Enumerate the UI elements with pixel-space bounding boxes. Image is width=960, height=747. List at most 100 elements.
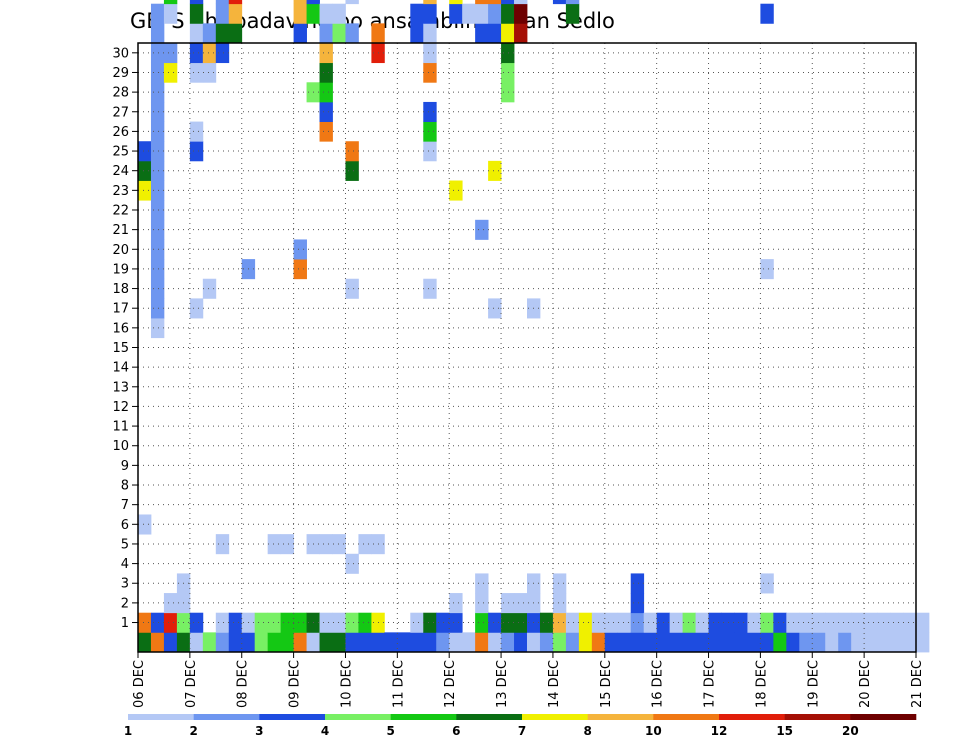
- y-tick-label: 8: [121, 479, 129, 494]
- heatmap-cell: [565, 0, 580, 5]
- heatmap-cell: [423, 3, 437, 24]
- y-tick-label: 21: [112, 223, 129, 238]
- heatmap-cell: [423, 121, 437, 142]
- grid-layer: [138, 43, 916, 652]
- heatmap-cell: [708, 632, 722, 653]
- heatmap-cell: [488, 23, 502, 44]
- heatmap-cell: [747, 632, 761, 653]
- heatmap-cell: [345, 553, 359, 574]
- y-tick-label: 3: [121, 577, 129, 592]
- heatmap-cell: [423, 62, 437, 83]
- y-tick-label: 20: [112, 243, 129, 258]
- heatmap-cell: [202, 62, 217, 83]
- heatmap-cell: [150, 3, 165, 24]
- heatmap-cell: [345, 0, 359, 5]
- heatmap-cell: [604, 612, 619, 633]
- y-tick-label: 27: [112, 105, 129, 120]
- y-tick-label: 18: [112, 282, 129, 297]
- colorbar-label: 20: [842, 724, 859, 738]
- colorbar-swatch: [653, 714, 720, 720]
- y-tick-label: 26: [112, 125, 129, 140]
- heatmap-cell: [293, 23, 307, 44]
- y-tick-label: 23: [112, 184, 129, 199]
- heatmap-cell: [319, 632, 333, 653]
- heatmap-cell: [332, 632, 346, 653]
- heatmap-cell: [319, 121, 333, 142]
- heatmap-cell: [475, 23, 489, 44]
- y-tick-label: 25: [112, 145, 129, 160]
- heatmap-cell: [449, 180, 463, 201]
- heatmap-cell: [514, 3, 528, 24]
- heatmap-cell: [488, 0, 502, 5]
- heatmap-cell: [176, 632, 191, 653]
- heatmap-cell: [799, 632, 813, 653]
- heatmap-cell: [812, 632, 826, 653]
- heatmap-cell: [215, 23, 230, 44]
- y-tick-label: 7: [121, 498, 129, 513]
- heatmap-cell: [410, 3, 424, 24]
- y-tick-label: 12: [112, 400, 129, 415]
- colorbar-label: 7: [518, 724, 526, 738]
- heatmap-cell: [695, 632, 709, 653]
- heatmap-cell: [501, 23, 515, 44]
- x-tick-label: 13 DEC: [495, 660, 510, 708]
- colorbar-label: 2: [189, 724, 197, 738]
- heatmap-cell: [358, 632, 372, 653]
- heatmap-cell: [734, 612, 748, 633]
- colorbar-swatch: [587, 714, 654, 720]
- heatmap-cell: [150, 23, 165, 44]
- heatmap-cell: [138, 141, 152, 162]
- heatmap-cell: [475, 3, 489, 24]
- y-tick-label: 10: [112, 439, 129, 454]
- heatmap-cell: [501, 0, 515, 5]
- heatmap-cell: [319, 534, 333, 555]
- heatmap-cell: [150, 180, 165, 201]
- y-tick-label: 29: [112, 66, 129, 81]
- heatmap-cell: [864, 612, 878, 633]
- heatmap-cell: [254, 612, 269, 633]
- heatmap-cell: [150, 121, 165, 142]
- heatmap-cell: [488, 3, 502, 24]
- heatmap-cell: [578, 612, 593, 633]
- heatmap-cell: [189, 3, 204, 24]
- y-tick-label: 6: [121, 518, 129, 533]
- heatmap-cell: [319, 101, 333, 122]
- heatmap-cell: [890, 632, 904, 653]
- heatmap-cell: [189, 141, 204, 162]
- y-tick-label: 2: [121, 596, 129, 611]
- heatmap-cell: [488, 612, 502, 633]
- heatmap-cell: [552, 0, 567, 5]
- heatmap-cell: [410, 632, 424, 653]
- heatmap-cell: [501, 43, 515, 64]
- x-tick-label: 18 DEC: [754, 660, 769, 708]
- heatmap-cell: [215, 632, 230, 653]
- heatmap-cell: [345, 23, 359, 44]
- heatmap-cell: [734, 632, 748, 653]
- heatmap-cell: [591, 632, 606, 653]
- heatmap-cell: [916, 632, 930, 653]
- heatmap-cell: [215, 0, 230, 5]
- heatmap-cell: [293, 239, 307, 260]
- heatmap-cell: [501, 62, 515, 83]
- heatmap-cell: [552, 612, 567, 633]
- x-tick-label: 20 DEC: [858, 660, 873, 708]
- heatmap-cell: [423, 43, 437, 64]
- x-tick-label: 12 DEC: [443, 660, 458, 708]
- heatmap-cell: [319, 612, 333, 633]
- heatmap-cell: [630, 632, 645, 653]
- colorbar-label: 3: [255, 724, 263, 738]
- heatmap-cell: [189, 121, 204, 142]
- colorbar-label: 4: [321, 724, 329, 738]
- y-tick-label: 14: [112, 361, 129, 376]
- heatmap-cell: [254, 632, 269, 653]
- heatmap-cell: [436, 612, 450, 633]
- heatmap-cell: [488, 298, 502, 319]
- heatmap-cell: [150, 62, 165, 83]
- heatmap-cell: [851, 632, 865, 653]
- heatmap-cell: [241, 632, 256, 653]
- heatmap-cell: [215, 43, 230, 64]
- heatmap-cell: [527, 632, 541, 653]
- y-tick-label: 17: [112, 302, 129, 317]
- heatmap-cell: [189, 62, 204, 83]
